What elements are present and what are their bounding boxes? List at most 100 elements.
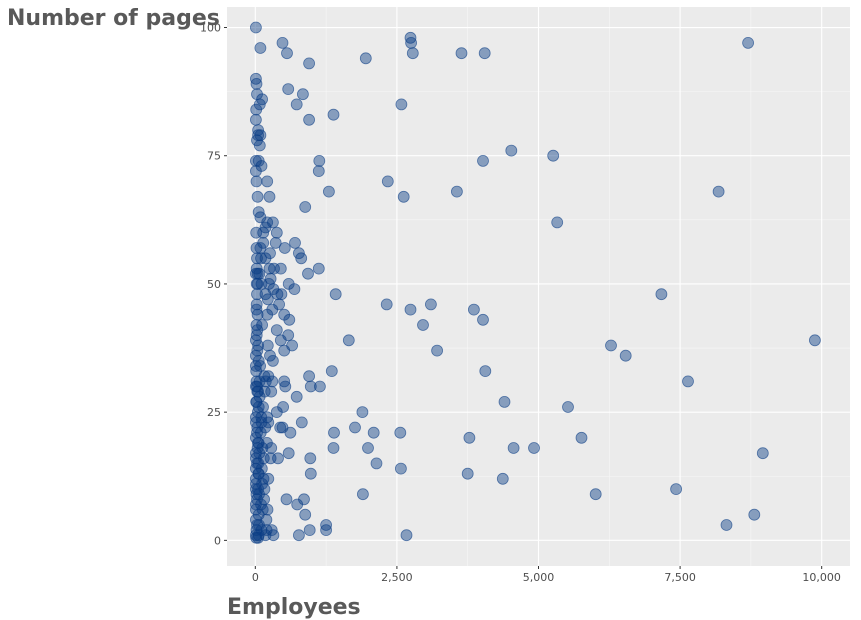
y-tick-label: 75 [207, 150, 221, 163]
data-point [749, 509, 760, 520]
data-point [405, 304, 416, 315]
data-point [261, 514, 272, 525]
data-point [381, 299, 392, 310]
data-point [264, 191, 275, 202]
x-axis-ticks: 02,5005,0007,50010,000 [252, 566, 841, 584]
data-point [252, 135, 263, 146]
data-point [261, 437, 272, 448]
data-point [343, 335, 354, 346]
data-point [330, 289, 341, 300]
data-point [251, 78, 262, 89]
data-point [683, 376, 694, 387]
data-point [300, 509, 311, 520]
data-point [506, 145, 517, 156]
data-point [432, 345, 443, 356]
data-point [284, 314, 295, 325]
data-point [382, 176, 393, 187]
data-point [304, 114, 315, 125]
data-point [395, 463, 406, 474]
data-point [300, 202, 311, 213]
data-point [291, 391, 302, 402]
x-tick-label: 10,000 [802, 571, 841, 584]
data-point [291, 99, 302, 110]
data-point [671, 484, 682, 495]
data-point [279, 345, 290, 356]
data-point [499, 396, 510, 407]
data-point [313, 166, 324, 177]
data-point [462, 468, 473, 479]
data-point [350, 422, 361, 433]
data-point [326, 366, 337, 377]
data-point [479, 48, 490, 59]
data-point [259, 386, 270, 397]
data-point [395, 427, 406, 438]
data-point [255, 43, 266, 54]
data-point [296, 417, 307, 428]
data-point [267, 304, 278, 315]
data-point [314, 155, 325, 166]
data-point [304, 58, 315, 69]
data-point [303, 268, 314, 279]
data-point [292, 499, 303, 510]
data-point [313, 263, 324, 274]
data-point [293, 530, 304, 541]
data-point [251, 304, 262, 315]
data-point [297, 89, 308, 100]
data-point [757, 448, 768, 459]
data-point [251, 227, 262, 238]
data-point [252, 345, 263, 356]
data-point [275, 335, 286, 346]
data-point [281, 494, 292, 505]
y-tick-label: 25 [207, 406, 221, 419]
data-point [254, 268, 265, 279]
data-point [478, 155, 489, 166]
data-point [258, 402, 269, 413]
data-point [425, 299, 436, 310]
data-point [251, 532, 262, 543]
data-point [271, 325, 282, 336]
data-point [368, 427, 379, 438]
data-point [480, 366, 491, 377]
data-point [418, 320, 429, 331]
data-point [283, 448, 294, 459]
data-point [508, 443, 519, 454]
data-point [252, 191, 263, 202]
data-point [464, 432, 475, 443]
data-point [497, 473, 508, 484]
data-point [713, 186, 724, 197]
data-point [721, 520, 732, 531]
data-point [360, 53, 371, 64]
data-point [323, 186, 334, 197]
data-point [258, 237, 269, 248]
y-axis-title: Number of pages [7, 6, 220, 31]
data-point [256, 463, 267, 474]
data-point [468, 304, 479, 315]
data-point [252, 325, 263, 336]
data-point [260, 376, 271, 387]
data-point [262, 340, 273, 351]
y-tick-label: 50 [207, 278, 221, 291]
data-point [305, 468, 316, 479]
data-point [252, 278, 263, 289]
data-point [290, 237, 301, 248]
data-point [304, 525, 315, 536]
data-point [304, 371, 315, 382]
data-point [398, 191, 409, 202]
data-point [656, 289, 667, 300]
data-point [809, 335, 820, 346]
data-point [407, 48, 418, 59]
x-tick-label: 0 [252, 571, 259, 584]
data-point [396, 99, 407, 110]
data-point [606, 340, 617, 351]
data-point [280, 381, 291, 392]
data-point [271, 407, 282, 418]
data-point [563, 402, 574, 413]
x-tick-label: 7,500 [664, 571, 696, 584]
data-point [401, 530, 412, 541]
data-point [285, 427, 296, 438]
data-point [271, 227, 282, 238]
data-point [363, 443, 374, 454]
data-point [620, 350, 631, 361]
data-point [260, 422, 271, 433]
